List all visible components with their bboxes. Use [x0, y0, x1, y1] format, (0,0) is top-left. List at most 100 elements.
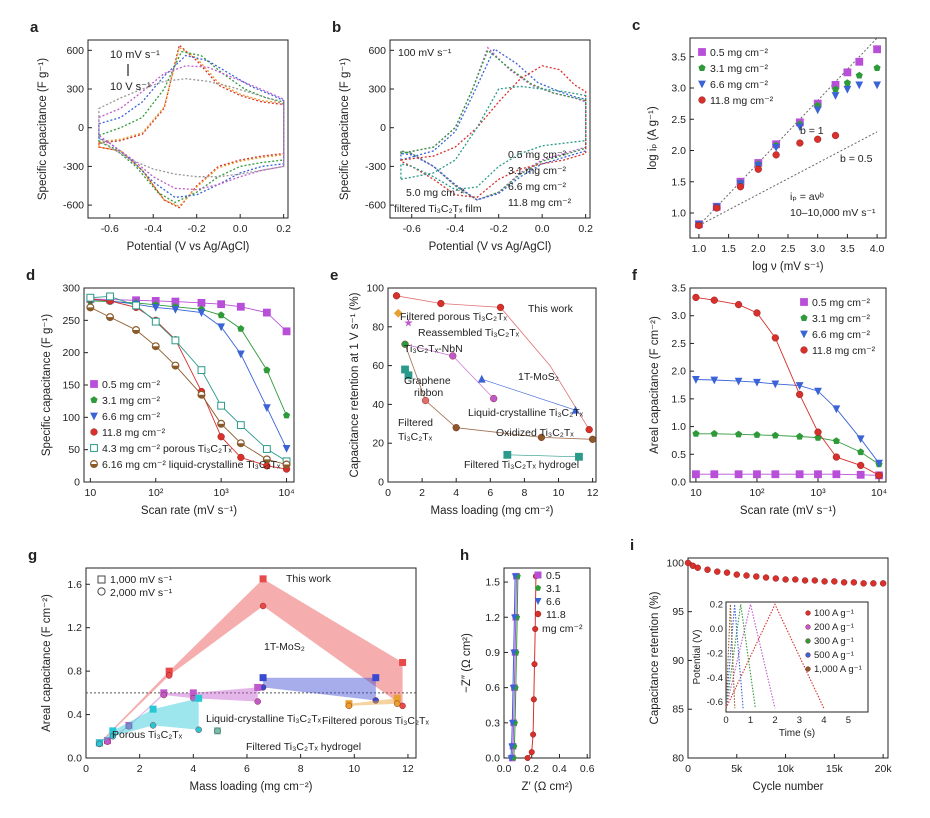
- x-tick-label: 10³: [214, 487, 230, 499]
- marker-fill: [237, 443, 245, 447]
- legend-label: 11.8 mg cm⁻²: [812, 345, 876, 357]
- data-point: [692, 376, 700, 384]
- data-point: [537, 433, 546, 441]
- data-point: [753, 573, 760, 580]
- panel-b: -0.6 -0.4 -0.2 0.0 0.2 -600 -300 0 300 600 Potenti…: [332, 19, 593, 253]
- data-point: [879, 580, 887, 587]
- data-point: [831, 131, 840, 140]
- legend-label: 11.8 mg cm⁻²: [102, 427, 166, 439]
- data-point: [372, 697, 379, 704]
- data-point: [698, 64, 706, 71]
- data-point: [90, 444, 98, 452]
- series-line: [698, 131, 878, 226]
- x-tick-label: 6: [244, 763, 250, 775]
- data-point: [873, 45, 881, 54]
- data-point: [692, 293, 700, 302]
- y-tick-label: 0.6: [485, 682, 500, 694]
- y-tick-label: 80: [372, 321, 384, 333]
- x-tick-label: -0.6: [101, 223, 119, 235]
- y-tick-label: 1.5: [671, 176, 686, 188]
- legend-label: 500 A g⁻¹: [814, 650, 854, 661]
- y-tick-label: 3.0: [671, 83, 686, 95]
- y-tick-label: 0: [378, 477, 384, 489]
- data-point: [171, 336, 180, 345]
- x-tick-label: 10: [348, 763, 360, 775]
- data-point: [259, 674, 267, 682]
- data-point: [214, 727, 221, 735]
- y-tick-label: 1.2: [485, 612, 500, 624]
- annotation: 10–10,000 mV s⁻¹: [790, 207, 876, 219]
- plot-frame: [387, 287, 597, 483]
- data-point: [795, 382, 804, 390]
- x-tick-label: 10: [690, 487, 702, 499]
- panel-letter: a: [30, 19, 39, 36]
- data-point: [805, 666, 811, 672]
- x-tick-label: 0.6: [580, 763, 595, 775]
- data-point: [510, 649, 518, 657]
- data-point: [449, 352, 457, 360]
- y-tick-label: 85: [672, 704, 684, 716]
- data-point: [490, 394, 498, 403]
- panel-f: 10 10² 10³ 10⁴ 0.0 0.5 1.0 1.5 2.0 2.5 3.0 3.5 Scan …: [632, 267, 887, 517]
- x-tick-label: 12: [587, 487, 599, 499]
- data-point: [534, 584, 542, 591]
- data-point: [263, 366, 271, 374]
- series-line: [695, 296, 880, 476]
- legend-label: 1,000 A g⁻¹: [814, 664, 862, 675]
- data-point: [860, 580, 867, 587]
- data-point: [394, 700, 401, 707]
- panel-letter: c: [632, 17, 640, 34]
- data-point: [814, 470, 822, 479]
- legend-label: 100 A g⁻¹: [814, 608, 854, 619]
- x-tick-label: 4: [190, 763, 196, 775]
- data-point: [832, 405, 841, 414]
- data-point: [528, 749, 535, 756]
- data-point: [404, 318, 413, 327]
- data-point: [753, 470, 761, 479]
- x-tick-label: 6: [487, 487, 493, 499]
- data-point: [530, 731, 537, 738]
- data-point: [714, 568, 721, 575]
- data-point: [259, 602, 267, 610]
- x-tick-label: 5k: [731, 763, 743, 775]
- y-axis-label: log iₚ (A g⁻¹): [647, 106, 659, 170]
- x-axis-label: Mass loading (mg cm⁻²): [189, 781, 312, 793]
- series-line: [698, 37, 878, 226]
- data-point: [197, 309, 206, 317]
- y-tick-label: 1.0: [671, 208, 686, 220]
- y-tick-label: -0.2: [707, 648, 723, 659]
- data-point: [795, 123, 804, 132]
- data-point: [814, 387, 822, 396]
- data-point: [805, 610, 811, 616]
- series-line: [725, 603, 825, 709]
- data-point: [873, 64, 881, 71]
- data-point: [821, 578, 828, 585]
- legend-label: 6.6: [546, 596, 561, 608]
- panel-letter: g: [28, 547, 37, 564]
- y-tick-label: 3.5: [671, 283, 686, 295]
- x-tick-label: 1.0: [692, 243, 707, 255]
- y-tick-label: 0.0: [485, 753, 500, 765]
- x-tick-label: 2.0: [751, 243, 766, 255]
- data-point: [813, 106, 822, 115]
- data-point: [171, 305, 180, 314]
- y-tick-label: -0.4: [707, 673, 723, 684]
- data-point: [800, 346, 808, 354]
- plot-frame: [85, 567, 417, 759]
- x-tick-label: 4.0: [870, 243, 885, 255]
- y-tick-label: 0.0: [67, 753, 82, 765]
- data-point: [843, 79, 851, 86]
- data-point: [814, 135, 822, 143]
- x-axis-label: Z′ (Ω cm²): [522, 781, 573, 793]
- data-point: [197, 366, 206, 375]
- data-point: [404, 371, 413, 380]
- data-point: [165, 672, 173, 679]
- panel-letter: h: [460, 547, 469, 564]
- data-point: [132, 301, 140, 310]
- data-point: [195, 694, 203, 702]
- legend-label: 6.6 mg cm⁻²: [812, 329, 871, 341]
- x-tick-label: 8: [298, 763, 304, 775]
- data-point: [792, 576, 799, 583]
- legend-label: 3.1: [546, 583, 561, 595]
- data-point: [503, 450, 512, 459]
